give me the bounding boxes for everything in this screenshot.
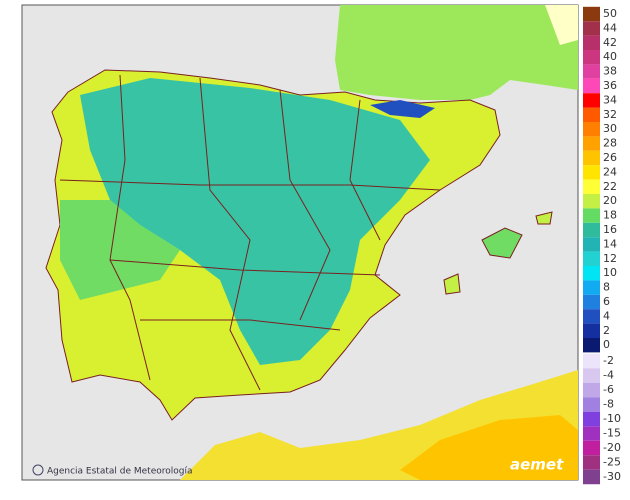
- legend-swatch: [583, 222, 600, 238]
- legend-swatch: [583, 93, 600, 108]
- mallorca: [481, 227, 523, 259]
- legend-swatch: [583, 368, 600, 383]
- legend-swatch: [583, 179, 600, 194]
- legend-swatch: [583, 469, 600, 485]
- legend-label: -10: [603, 412, 621, 425]
- legend-swatch: [583, 64, 600, 79]
- legend-label: 0: [603, 338, 610, 351]
- legend-label: 14: [603, 237, 617, 250]
- legend-swatch: [583, 440, 600, 456]
- legend-label: 6: [603, 295, 610, 308]
- legend-label: 12: [603, 252, 617, 265]
- legend-swatch: [583, 50, 600, 65]
- interior-cool: [80, 78, 430, 365]
- interior-green: [60, 200, 180, 300]
- legend-label: 36: [603, 79, 617, 92]
- pyrenees-cold: [370, 100, 435, 118]
- legend-label: 4: [603, 309, 610, 322]
- legend-swatch: [583, 280, 600, 295]
- legend-swatch: [583, 251, 600, 266]
- legend-swatch: [583, 294, 600, 310]
- legend-swatch: [583, 397, 600, 412]
- legend-label: 44: [603, 21, 617, 34]
- legend-swatch: [583, 78, 600, 94]
- menorca: [535, 211, 553, 225]
- legend-swatch: [583, 107, 600, 122]
- legend-swatch: [583, 6, 600, 22]
- legend-label: 30: [603, 122, 617, 135]
- legend-swatch: [583, 165, 600, 180]
- legend-swatch: [583, 266, 600, 281]
- legend-label: 34: [603, 93, 617, 106]
- legend-label: -8: [603, 398, 614, 411]
- copyright-icon: [32, 464, 44, 476]
- map: [45, 5, 578, 480]
- legend-label: -6: [603, 383, 614, 396]
- legend-label: 42: [603, 36, 617, 49]
- credit-text: Agencia Estatal de Meteorología: [47, 467, 193, 477]
- africa-hot: [400, 415, 578, 480]
- legend-swatch: [583, 411, 600, 427]
- logo: aemet: [510, 456, 564, 474]
- legend-label: 32: [603, 108, 617, 121]
- legend-swatch: [583, 237, 600, 252]
- legend-swatch: [583, 426, 600, 441]
- legend-label: 26: [603, 151, 617, 164]
- legend-swatch: [583, 35, 600, 50]
- legend-label: -4: [603, 369, 614, 382]
- legend-label: 10: [603, 266, 617, 279]
- legend-label: 50: [603, 7, 617, 20]
- legend-swatch: [583, 208, 600, 223]
- legend-swatch: [583, 136, 600, 151]
- legend-swatch: [583, 338, 600, 353]
- legend: 5044424038363432302826242220181614121086…: [583, 6, 621, 485]
- france-coast: [545, 5, 578, 45]
- legend-label: 16: [603, 223, 617, 236]
- legend-swatch: [583, 21, 600, 36]
- legend-swatch: [583, 309, 600, 324]
- legend-label: 18: [603, 209, 617, 222]
- legend-swatch: [583, 122, 600, 137]
- credit: Agencia Estatal de Meteorología aemet: [32, 456, 564, 477]
- ibiza: [443, 273, 461, 295]
- legend-swatch: [583, 150, 600, 166]
- legend-swatch: [583, 323, 600, 338]
- legend-swatch: [583, 455, 600, 470]
- legend-swatch: [583, 382, 600, 398]
- legend-label: 8: [603, 281, 610, 294]
- legend-label: 40: [603, 50, 617, 63]
- legend-label: 22: [603, 180, 617, 193]
- legend-label: 20: [603, 194, 617, 207]
- legend-swatch: [583, 194, 600, 209]
- legend-label: 38: [603, 65, 617, 78]
- legend-label: -2: [603, 354, 614, 367]
- legend-swatch: [583, 353, 600, 369]
- legend-label: -30: [603, 470, 621, 483]
- legend-label: 2: [603, 324, 610, 337]
- legend-label: -20: [603, 441, 621, 454]
- borders: [59, 74, 441, 391]
- legend-label: -25: [603, 456, 621, 469]
- legend-label: -15: [603, 427, 621, 440]
- legend-label: 28: [603, 137, 617, 150]
- france: [335, 5, 578, 100]
- legend-label: 24: [603, 165, 617, 178]
